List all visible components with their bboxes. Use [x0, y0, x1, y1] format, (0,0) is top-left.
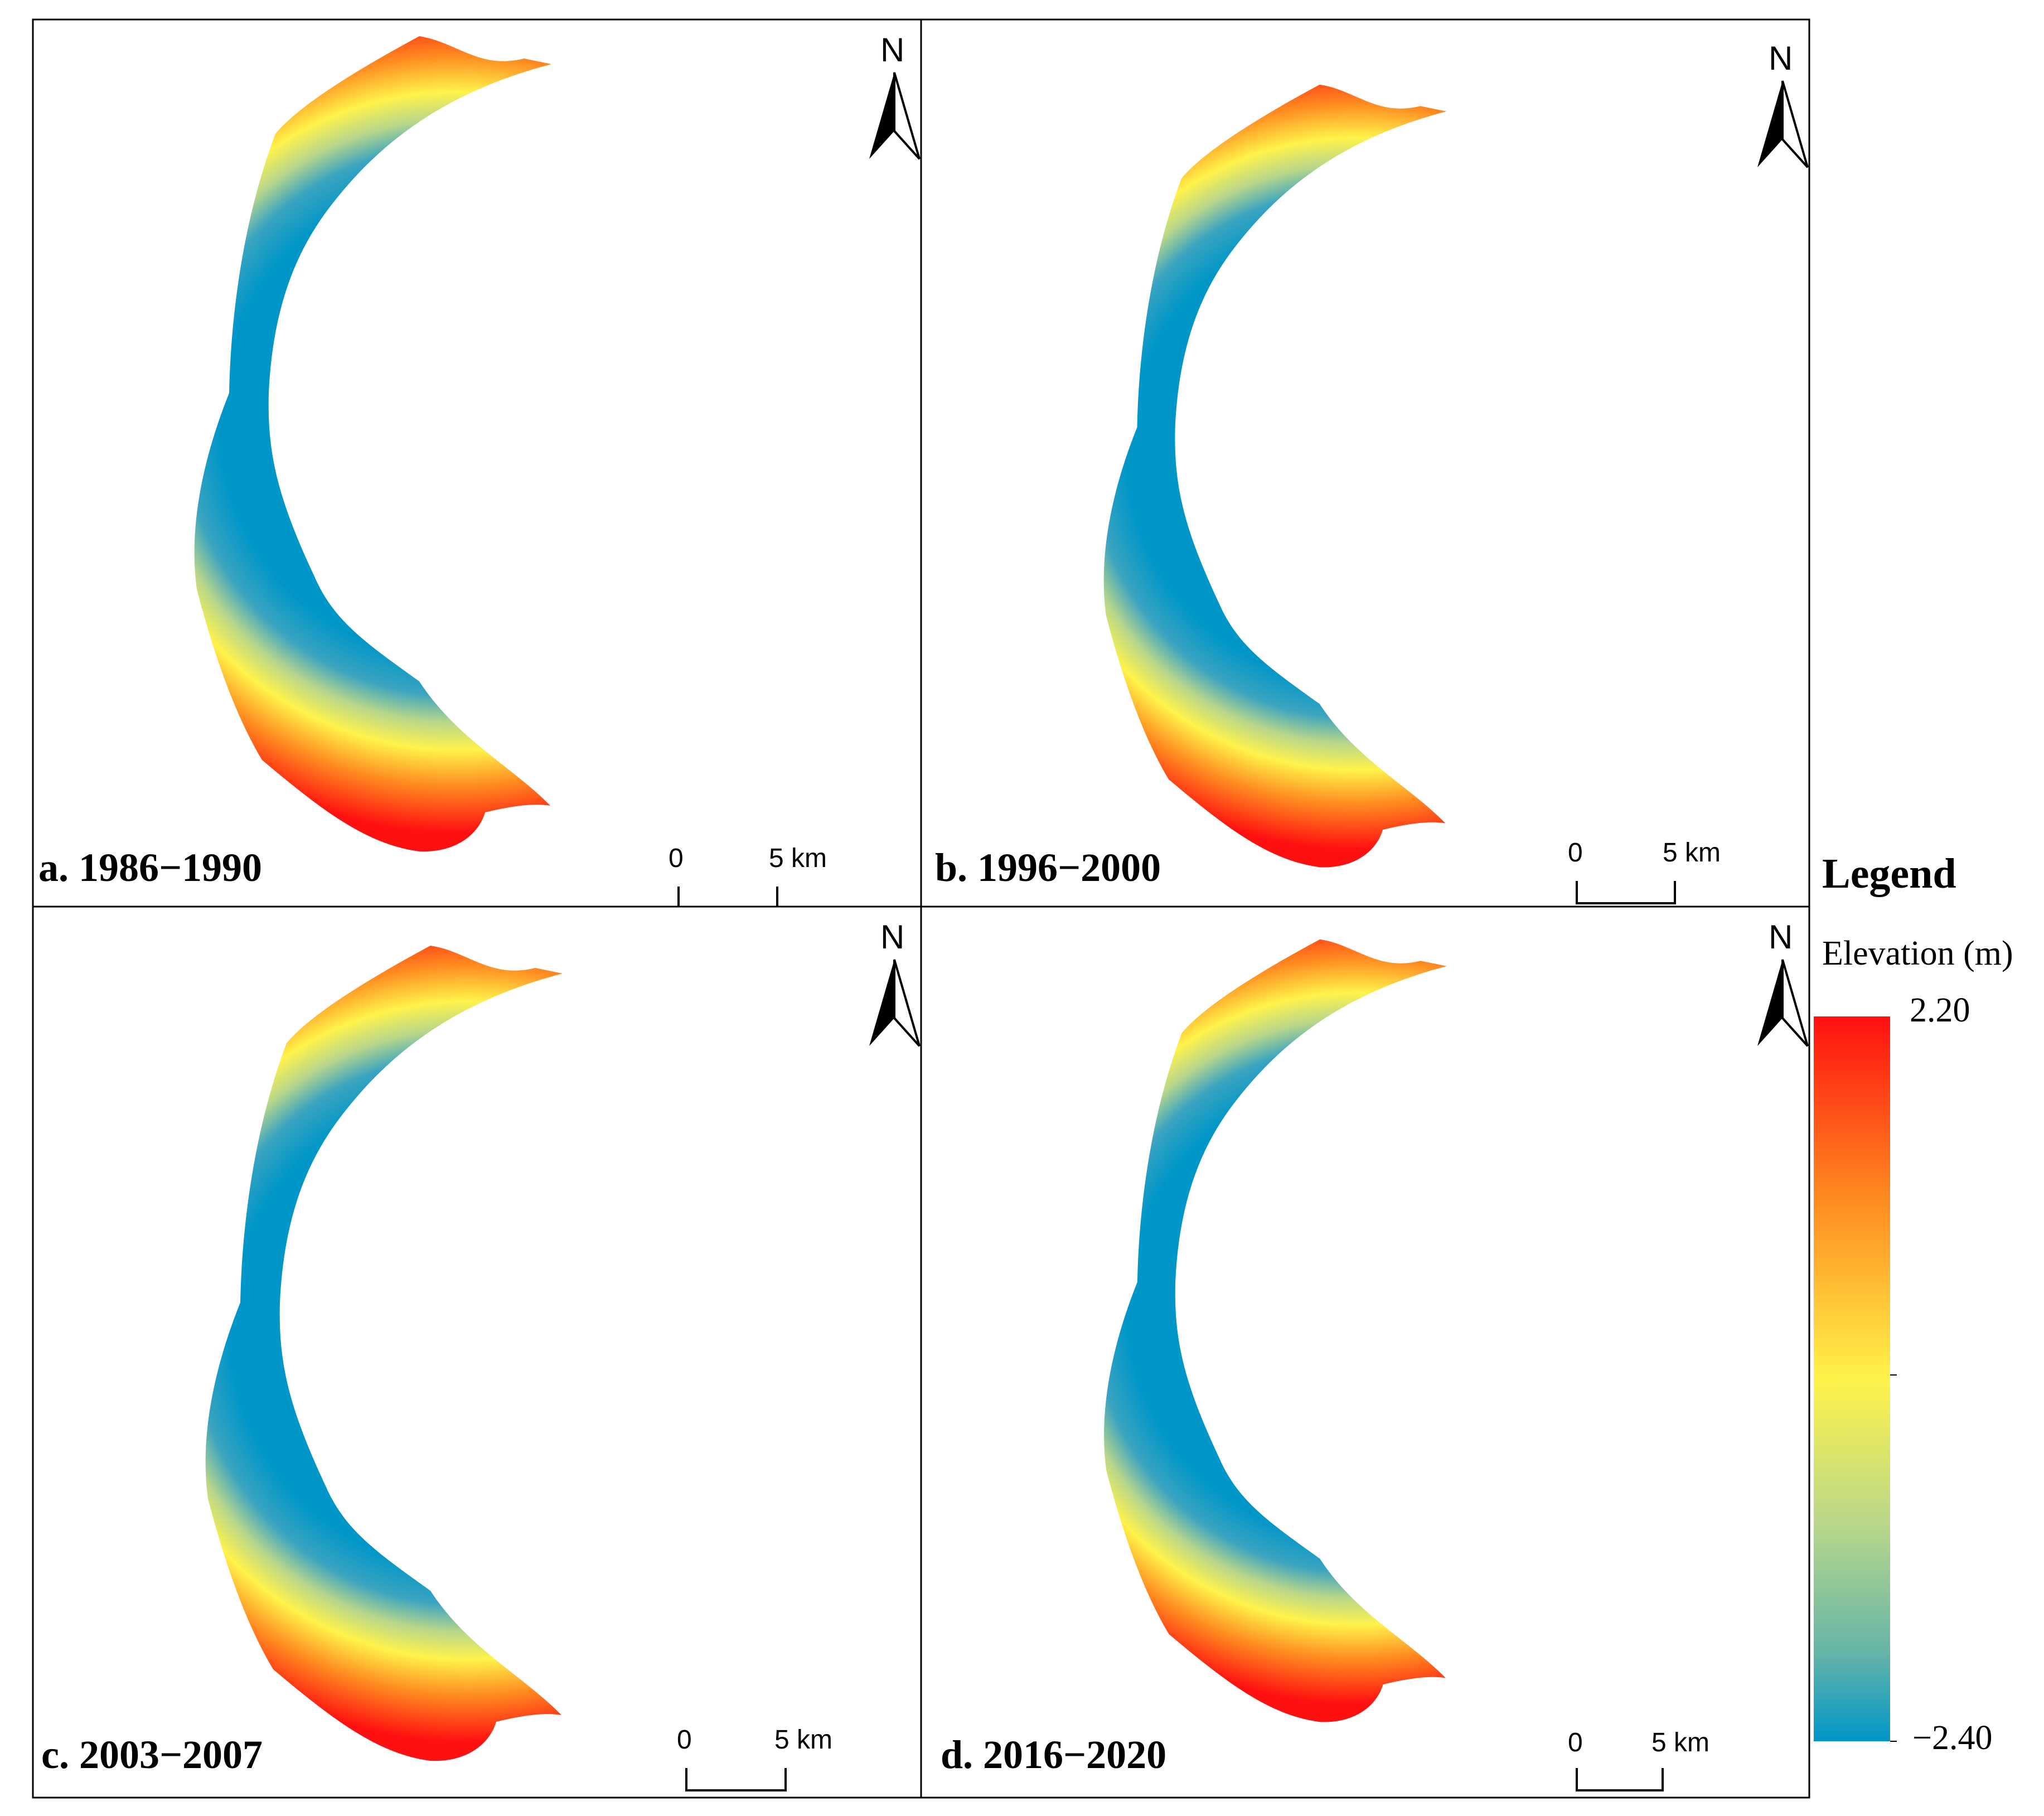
scale-zero: 0 [1568, 1728, 1583, 1757]
scale-distance: 5 km [769, 844, 827, 873]
map-panel-b: b. 1996−2000 0 5 km N [920, 18, 1810, 908]
panel-label: b. 1996−2000 [935, 845, 1161, 890]
legend-subtitle: Elevation (m) [1822, 934, 2013, 972]
svg-text:N: N [880, 918, 904, 956]
north-arrow-icon: N [869, 918, 921, 1047]
scale-zero: 0 [677, 1725, 692, 1755]
legend: Legend Elevation (m) 2.20 −2.40 [1814, 850, 2013, 1757]
svg-text:N: N [880, 31, 904, 69]
panel-label: c. 2003−2007 [41, 1732, 263, 1777]
scale-distance: 5 km [1651, 1728, 1709, 1757]
north-arrow-icon: N [1757, 918, 1809, 1047]
svg-text:N: N [1769, 40, 1793, 77]
scale-zero: 0 [1568, 838, 1583, 868]
svg-text:N: N [1769, 918, 1793, 956]
map-panel-a: a. 1986−1990 0 5 km N [32, 18, 922, 910]
scale-bar: 0 5 km [1568, 838, 1721, 904]
legend-max-value: 2.20 [1910, 991, 1970, 1029]
north-arrow-icon: N [869, 31, 921, 160]
scale-distance: 5 km [774, 1725, 832, 1755]
map-panel-d: d. 2016−2020 0 5 km N [920, 905, 1810, 1799]
legend-min-value: −2.40 [1912, 1719, 1992, 1757]
panel-label: a. 1986−1990 [38, 845, 262, 890]
north-arrow-icon: N [1757, 40, 1809, 168]
scale-distance: 5 km [1663, 838, 1721, 868]
map-panel-c: c. 2003−2007 0 5 km N [32, 905, 922, 1799]
panel-label: d. 2016−2020 [941, 1732, 1166, 1777]
scale-bar: 0 5 km [1568, 1728, 1709, 1791]
scale-zero: 0 [669, 844, 684, 873]
scale-bar: 0 5 km [677, 1725, 832, 1791]
legend-title: Legend [1822, 850, 1956, 897]
color-bar [1814, 1016, 1890, 1741]
scale-bar: 0 5 km [669, 844, 827, 910]
